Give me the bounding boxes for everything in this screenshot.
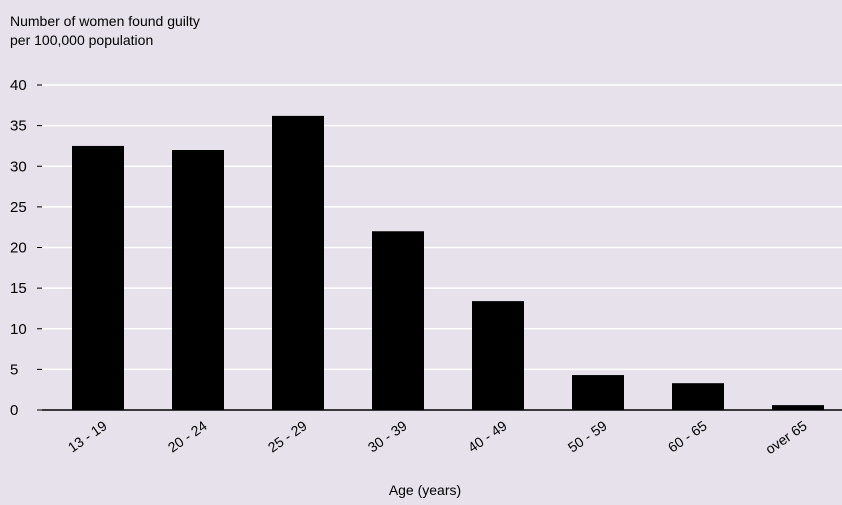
bar xyxy=(672,383,724,410)
y-tick-label: 35 xyxy=(10,118,27,135)
y-axis-title-line-2: per 100,000 population xyxy=(10,32,153,48)
x-tick-label: 13 - 19 xyxy=(65,417,110,455)
y-tick-label: 30 xyxy=(10,158,27,175)
x-tick-label: 50 - 59 xyxy=(565,417,610,455)
y-tick-label: 10 xyxy=(10,321,27,338)
x-tick-label: 20 - 24 xyxy=(165,417,210,455)
y-tick-label: 15 xyxy=(10,280,27,297)
bar xyxy=(372,231,424,410)
y-tick-label: 5 xyxy=(10,361,18,378)
y-axis-ticks: 0 5 10 15 20 25 30 35 40 xyxy=(10,77,42,419)
bar xyxy=(772,405,824,410)
y-tick-label: 20 xyxy=(10,240,27,257)
bar xyxy=(572,375,624,410)
y-axis-title-line-1: Number of women found guilty xyxy=(10,13,200,29)
bars xyxy=(72,115,824,410)
y-tick-label: 0 xyxy=(10,402,18,419)
x-axis-ticks: 13 - 19 20 - 24 25 - 29 30 - 39 40 - 49 50 - … xyxy=(65,417,810,457)
y-tick-label: 25 xyxy=(10,199,27,216)
bar xyxy=(72,145,124,410)
x-tick-label: 30 - 39 xyxy=(365,417,410,455)
x-tick-label: 40 - 49 xyxy=(465,417,510,455)
bar xyxy=(472,301,524,410)
x-tick-label: over 65 xyxy=(762,417,810,457)
y-tick-label: 40 xyxy=(10,77,27,94)
x-tick-label: 25 - 29 xyxy=(265,417,310,455)
bar xyxy=(272,115,324,410)
bar xyxy=(172,150,224,410)
x-axis-title: Age (years) xyxy=(389,482,461,498)
grid-lines xyxy=(42,84,842,371)
x-tick-label: 60 - 65 xyxy=(665,417,710,455)
